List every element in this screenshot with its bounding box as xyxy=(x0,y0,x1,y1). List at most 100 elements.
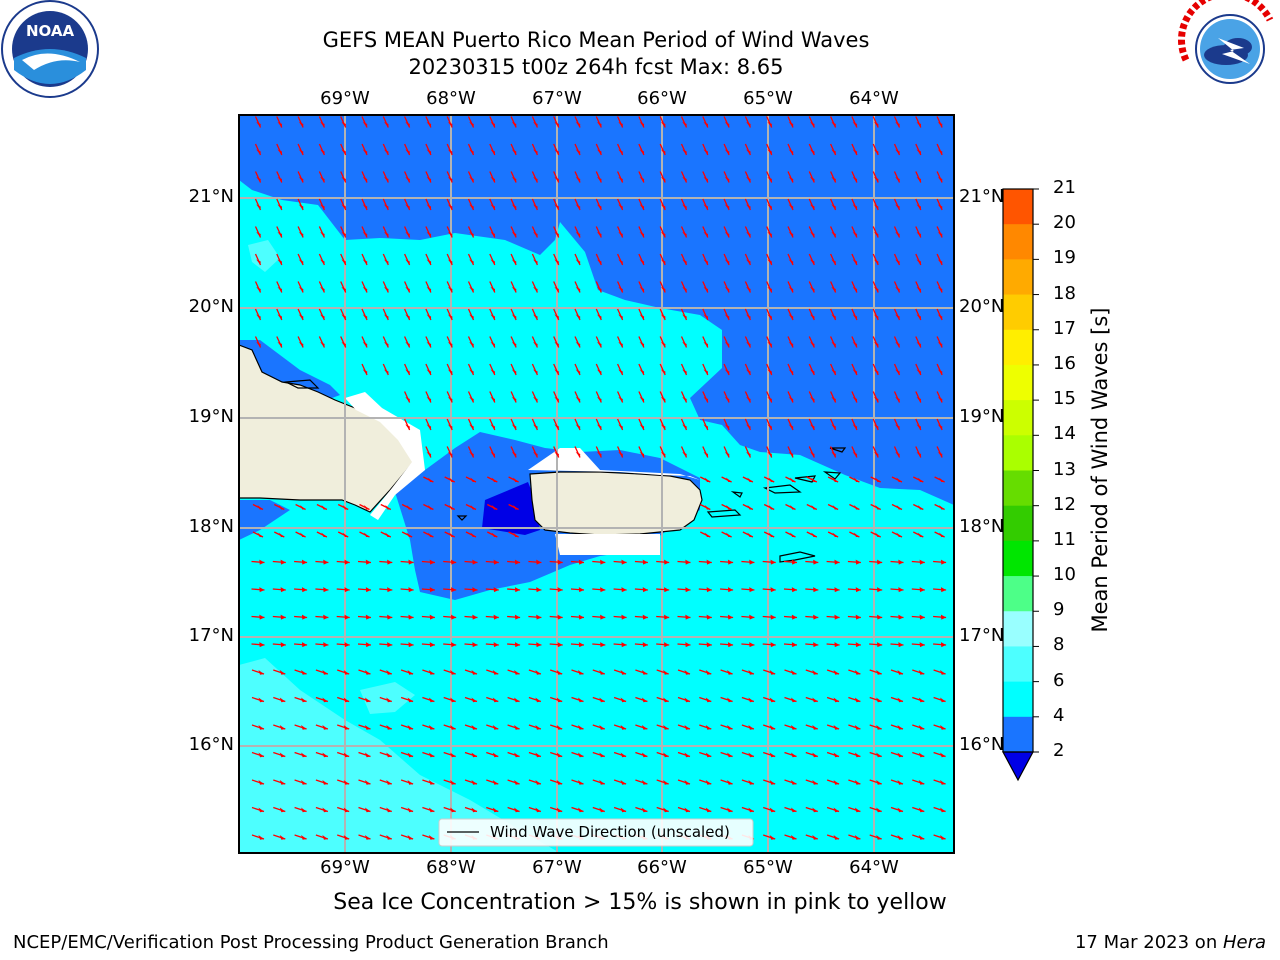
wind-wave-arrowhead xyxy=(854,752,861,758)
wind-wave-arrowhead xyxy=(746,231,751,238)
wind-wave-arrowhead xyxy=(895,149,900,155)
wind-wave-arrowhead xyxy=(320,176,325,183)
wind-wave-arrowhead xyxy=(664,642,670,648)
wind-wave-arrowhead xyxy=(682,231,687,238)
colorbar-tick-label: 6 xyxy=(1053,669,1065,691)
wind-wave-arrowhead xyxy=(428,670,435,675)
wind-wave-arrowhead xyxy=(533,176,538,183)
wind-wave-arrowhead xyxy=(469,286,474,293)
wind-wave-arrowhead xyxy=(855,559,861,565)
wind-wave-arrowhead xyxy=(853,505,860,510)
wave-band-2-4-southwest xyxy=(239,500,290,540)
wind-wave-arrowhead xyxy=(491,532,498,537)
wind-wave-arrowhead xyxy=(919,559,925,565)
wind-wave-arrowhead xyxy=(877,642,883,648)
colorbar-tick-label: 19 xyxy=(1053,247,1076,269)
wind-wave-arrowhead xyxy=(405,396,410,403)
colorbar-tick-label: 11 xyxy=(1053,528,1076,550)
wind-wave-arrowhead xyxy=(426,314,432,320)
wind-wave-arrowhead xyxy=(490,314,496,320)
wind-wave-arrowhead xyxy=(341,341,346,348)
colorbar-extend-triangle xyxy=(1001,751,1035,782)
lon-label-bottom: 65°W xyxy=(743,857,793,878)
wind-wave-arrowhead xyxy=(447,314,453,320)
wind-wave-arrowhead xyxy=(916,231,922,238)
wind-wave-arrowhead xyxy=(450,807,456,813)
wind-wave-arrowhead xyxy=(387,614,393,620)
wind-wave-arrowhead xyxy=(877,559,883,565)
wind-wave-arrowhead xyxy=(705,670,712,675)
wind-wave-arrowhead xyxy=(426,424,432,430)
wind-wave-arrowhead xyxy=(578,587,584,593)
wind-wave-arrowhead xyxy=(790,752,797,758)
wind-wave-arrowhead xyxy=(639,149,645,155)
wind-wave-arrowhead xyxy=(556,670,563,675)
wind-wave-arrowhead xyxy=(918,697,925,703)
map-legend: Wind Wave Direction (unscaled) xyxy=(438,818,754,847)
wind-wave-arrowhead xyxy=(301,614,308,620)
wind-wave-arrowhead xyxy=(706,614,712,620)
wind-wave-arrowhead xyxy=(854,670,861,675)
wind-wave-arrowhead xyxy=(407,752,414,758)
wind-wave-arrowhead xyxy=(280,614,286,620)
wind-wave-arrowhead xyxy=(660,259,666,265)
wind-wave-arrowhead xyxy=(831,396,836,403)
wind-wave-arrowhead xyxy=(365,614,371,620)
wind-wave-arrowhead xyxy=(362,314,368,320)
wind-wave-arrowhead xyxy=(940,780,946,785)
wind-wave-arrowhead xyxy=(321,532,327,537)
wind-wave-arrowhead xyxy=(895,451,900,458)
colorbar-bin xyxy=(1003,189,1033,225)
wind-wave-arrowhead xyxy=(664,614,670,620)
wind-wave-arrowhead xyxy=(747,532,753,537)
wind-wave-arrowhead xyxy=(852,396,858,403)
wind-wave-arrowhead xyxy=(256,149,261,155)
wind-wave-arrowhead xyxy=(788,424,794,430)
wind-wave-arrowhead xyxy=(320,259,325,265)
wind-wave-arrowhead xyxy=(383,231,389,238)
wind-wave-arrowhead xyxy=(940,587,947,593)
wind-wave-arrowhead xyxy=(724,369,730,375)
colorbar-tick-label: 21 xyxy=(1053,177,1076,198)
map-subtitle: 20230315 t00z 264h fcst Max: 8.65 xyxy=(408,55,784,79)
wind-wave-arrowhead xyxy=(767,176,772,183)
wind-wave-arrowhead xyxy=(492,670,499,675)
wind-wave-arrowhead xyxy=(873,396,879,403)
wind-wave-arrowhead xyxy=(405,204,410,210)
wind-wave-arrowhead xyxy=(426,396,432,403)
wind-wave-arrowhead xyxy=(639,314,645,320)
wind-wave-arrowhead xyxy=(916,369,922,375)
wind-wave-arrowhead xyxy=(320,341,325,348)
wind-wave-arrowhead xyxy=(596,259,602,265)
wind-wave-arrowhead xyxy=(279,670,286,675)
wind-wave-arrowhead xyxy=(279,752,286,758)
wind-wave-arrowhead xyxy=(258,780,264,785)
wind-wave-arrowhead xyxy=(362,204,368,210)
wind-wave-arrowhead xyxy=(362,369,368,375)
wind-wave-arrowhead xyxy=(620,807,627,813)
wind-wave-arrowhead xyxy=(767,259,772,265)
wind-wave-arrowhead xyxy=(386,697,392,703)
wind-wave-arrowhead xyxy=(641,752,648,758)
wind-wave-arrowhead xyxy=(813,587,819,593)
wind-wave-arrowhead xyxy=(682,369,687,375)
wind-wave-arrowhead xyxy=(554,314,559,320)
wind-wave-arrowhead xyxy=(408,614,414,620)
wind-wave-arrowhead xyxy=(557,614,563,620)
wind-wave-arrowhead xyxy=(301,835,307,840)
wind-wave-arrowhead xyxy=(618,424,623,430)
map-frame xyxy=(238,114,955,854)
wind-wave-arrowhead xyxy=(341,259,346,265)
colorbar-bin xyxy=(1003,681,1033,718)
wind-wave-arrowhead xyxy=(639,204,645,210)
wind-wave-arrowhead xyxy=(258,697,264,703)
wind-wave-arrowhead xyxy=(554,451,559,458)
wind-wave-arrowhead xyxy=(301,697,307,703)
wind-wave-arrowhead xyxy=(429,642,435,648)
wind-wave-arrowhead xyxy=(557,559,563,565)
wind-wave-arrowhead xyxy=(896,505,902,510)
wind-wave-arrowhead xyxy=(703,204,709,210)
wind-wave-arrowhead xyxy=(596,396,602,403)
wind-wave-arrowhead xyxy=(809,451,815,458)
wind-wave-arrowhead xyxy=(344,614,350,620)
